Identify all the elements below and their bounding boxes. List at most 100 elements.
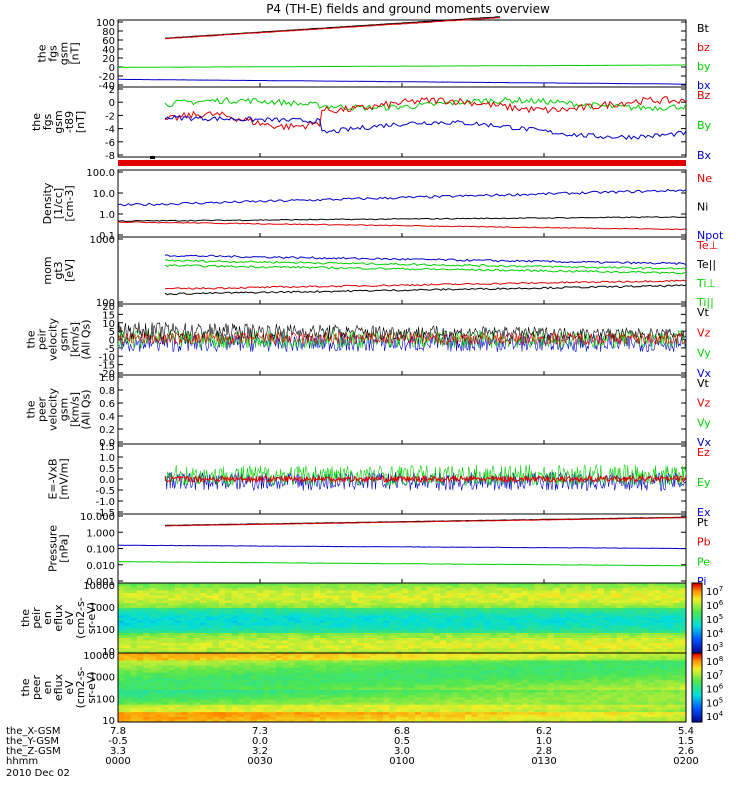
spectrogram-cell (591, 620, 599, 624)
spectrogram-cell (136, 648, 144, 651)
spectrogram-cell (509, 583, 517, 586)
spectrogram-cell (547, 694, 554, 698)
spectrogram-cell (155, 613, 163, 616)
spectrogram-cell (162, 635, 169, 639)
spectrogram-cell (641, 653, 649, 656)
spectrogram-cell (629, 635, 637, 639)
spectrogram-cell (439, 588, 447, 591)
spectrogram-cell (433, 689, 441, 693)
spectrogram-cell (351, 657, 359, 661)
spectrogram-cell (616, 630, 624, 634)
spectrogram-cell (603, 610, 611, 614)
spectrogram-cell (376, 707, 384, 711)
spectrogram-cell (162, 645, 169, 649)
spectrogram-cell (319, 694, 327, 698)
spectrogram-cell (528, 595, 536, 599)
spectrogram-cell (427, 697, 435, 701)
spectrogram-cell (319, 613, 327, 616)
legend-entry: Pi (697, 575, 706, 588)
spectrogram-cell (376, 694, 384, 698)
spectrogram-cell (660, 618, 668, 621)
spectrogram-cell (225, 595, 233, 599)
spectrogram-cell (256, 648, 264, 651)
spectrogram-cell (502, 615, 510, 619)
spectrogram-cell (660, 608, 668, 611)
spectrogram-cell (402, 697, 409, 701)
spectrogram-cell (679, 595, 687, 599)
spectrogram-cell (389, 657, 397, 661)
spectrogram-cell (187, 655, 195, 659)
spectrogram-cell (603, 603, 611, 606)
spectrogram-cell (275, 692, 283, 696)
spectrogram-cell (635, 655, 643, 659)
spectrogram-cell (534, 648, 542, 651)
y-tick-label: 10 (102, 319, 115, 330)
spectrogram-cell (288, 662, 296, 666)
spectrogram-cell (414, 699, 422, 703)
spectrogram-cell (572, 694, 580, 698)
spectrogram-cell (490, 645, 498, 649)
spectrogram-cell (540, 588, 548, 591)
spectrogram-cell (263, 620, 270, 624)
spectrogram-cell (597, 605, 605, 609)
series-bx (118, 78, 687, 85)
spectrogram-cell (458, 687, 466, 691)
spectrogram-cell (174, 628, 182, 631)
spectrogram-cell (654, 618, 662, 621)
spectrogram-cell (420, 687, 428, 691)
spectrogram-cell (181, 598, 188, 601)
spectrogram-cell (301, 625, 308, 629)
spectrogram-cell (585, 633, 592, 636)
spectrogram-cell (206, 709, 214, 713)
spectrogram-cell (206, 625, 214, 629)
spectrogram-cell (603, 677, 611, 681)
spectrogram-cell (673, 694, 681, 698)
spectrogram-cell (648, 670, 655, 674)
spectrogram-cell (212, 585, 220, 589)
spectrogram-cell (168, 677, 176, 681)
y-axis-label: the (25, 330, 38, 348)
spectrogram-cell (540, 613, 548, 616)
spectrogram-cell (446, 590, 453, 594)
spectrogram-cell (118, 675, 125, 679)
spectrogram-cell (521, 595, 529, 599)
spectrogram-cell (181, 610, 188, 614)
spectrogram-cell (389, 598, 397, 601)
spectrogram-cell (446, 704, 453, 708)
spectrogram-cell (269, 665, 277, 669)
spectrogram-cell (566, 702, 573, 706)
spectrogram-cell (231, 670, 239, 674)
spectrogram-cell (654, 600, 662, 604)
spectrogram-cell (269, 694, 277, 698)
spectrogram-cell (143, 694, 151, 698)
spectrogram-cell (294, 625, 302, 629)
spectrogram-cell (250, 628, 258, 631)
spectrogram-cell (383, 608, 390, 611)
spectrogram-cell (357, 615, 365, 619)
spectrogram-cell (439, 704, 447, 708)
y-axis-label: eflux (52, 673, 65, 701)
spectrogram-cell (641, 667, 649, 671)
spectrogram-cell (307, 699, 315, 703)
spectrogram-cell (168, 707, 176, 711)
spectrogram-cell (446, 628, 453, 631)
spectrogram-cell (162, 707, 169, 711)
spectrogram-cell (143, 657, 151, 661)
spectrogram-cell (635, 680, 643, 684)
spectrogram-cell (124, 635, 132, 639)
spectrogram-cell (218, 628, 226, 631)
spectrogram-cell (212, 610, 220, 614)
spectrogram-cell (143, 702, 151, 706)
spectrogram-cell (200, 653, 207, 656)
spectrogram-cell (402, 657, 409, 661)
spectrogram-cell (326, 702, 334, 706)
spectrogram-cell (402, 702, 409, 706)
spectrogram-cell (364, 665, 371, 669)
spectrogram-cell (319, 662, 327, 666)
spectrogram-cell (162, 590, 169, 594)
spectrogram-cell (389, 648, 397, 651)
spectrogram-cell (673, 685, 681, 688)
spectrogram-cell (572, 590, 580, 594)
spectrogram-cell (187, 583, 195, 586)
